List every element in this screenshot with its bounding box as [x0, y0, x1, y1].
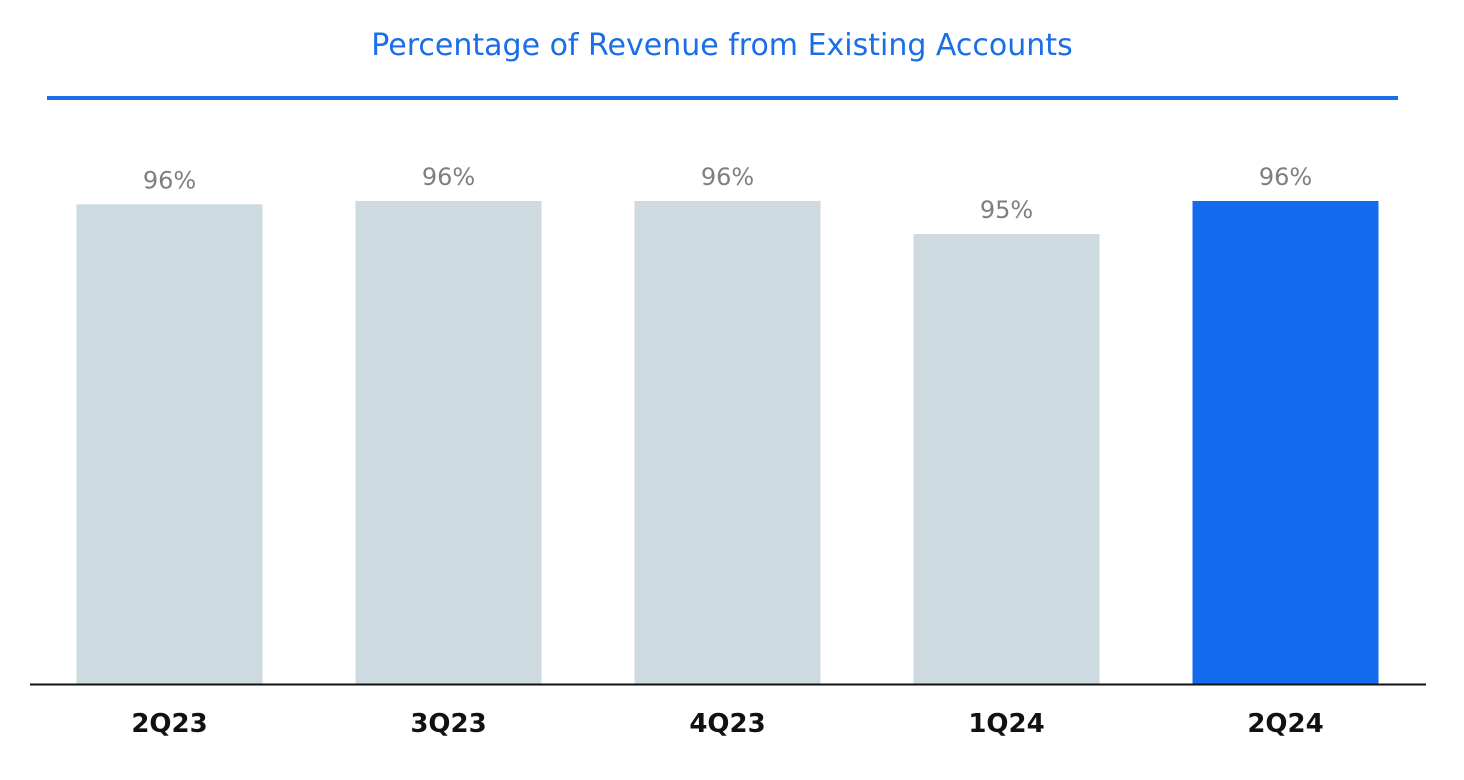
category-label-1Q24: 1Q24	[968, 709, 1044, 739]
bar-2Q24	[1192, 201, 1379, 684]
category-label-4Q23: 4Q23	[689, 709, 765, 739]
chart-title: Percentage of Revenue from Existing Acco…	[371, 28, 1073, 63]
value-label-3Q23: 96%	[422, 163, 475, 191]
category-label-2Q24: 2Q24	[1247, 709, 1323, 739]
title-underline	[47, 96, 1398, 100]
category-label-3Q23: 3Q23	[410, 709, 486, 739]
value-label-2Q23: 96%	[143, 166, 196, 194]
bar-4Q23	[634, 201, 821, 684]
bars-group	[76, 201, 1379, 685]
value-label-1Q24: 95%	[980, 196, 1033, 224]
bar-3Q23	[355, 201, 542, 684]
bar-1Q24	[913, 234, 1100, 684]
bar-2Q23	[76, 204, 263, 685]
category-label-2Q23: 2Q23	[131, 709, 207, 739]
category-labels-group: 2Q23 3Q23 4Q23 1Q24 2Q24	[131, 709, 1323, 739]
value-label-2Q24: 96%	[1259, 163, 1312, 191]
value-labels-group: 96% 96% 96% 95% 96%	[143, 163, 1312, 224]
value-label-4Q23: 96%	[701, 163, 754, 191]
